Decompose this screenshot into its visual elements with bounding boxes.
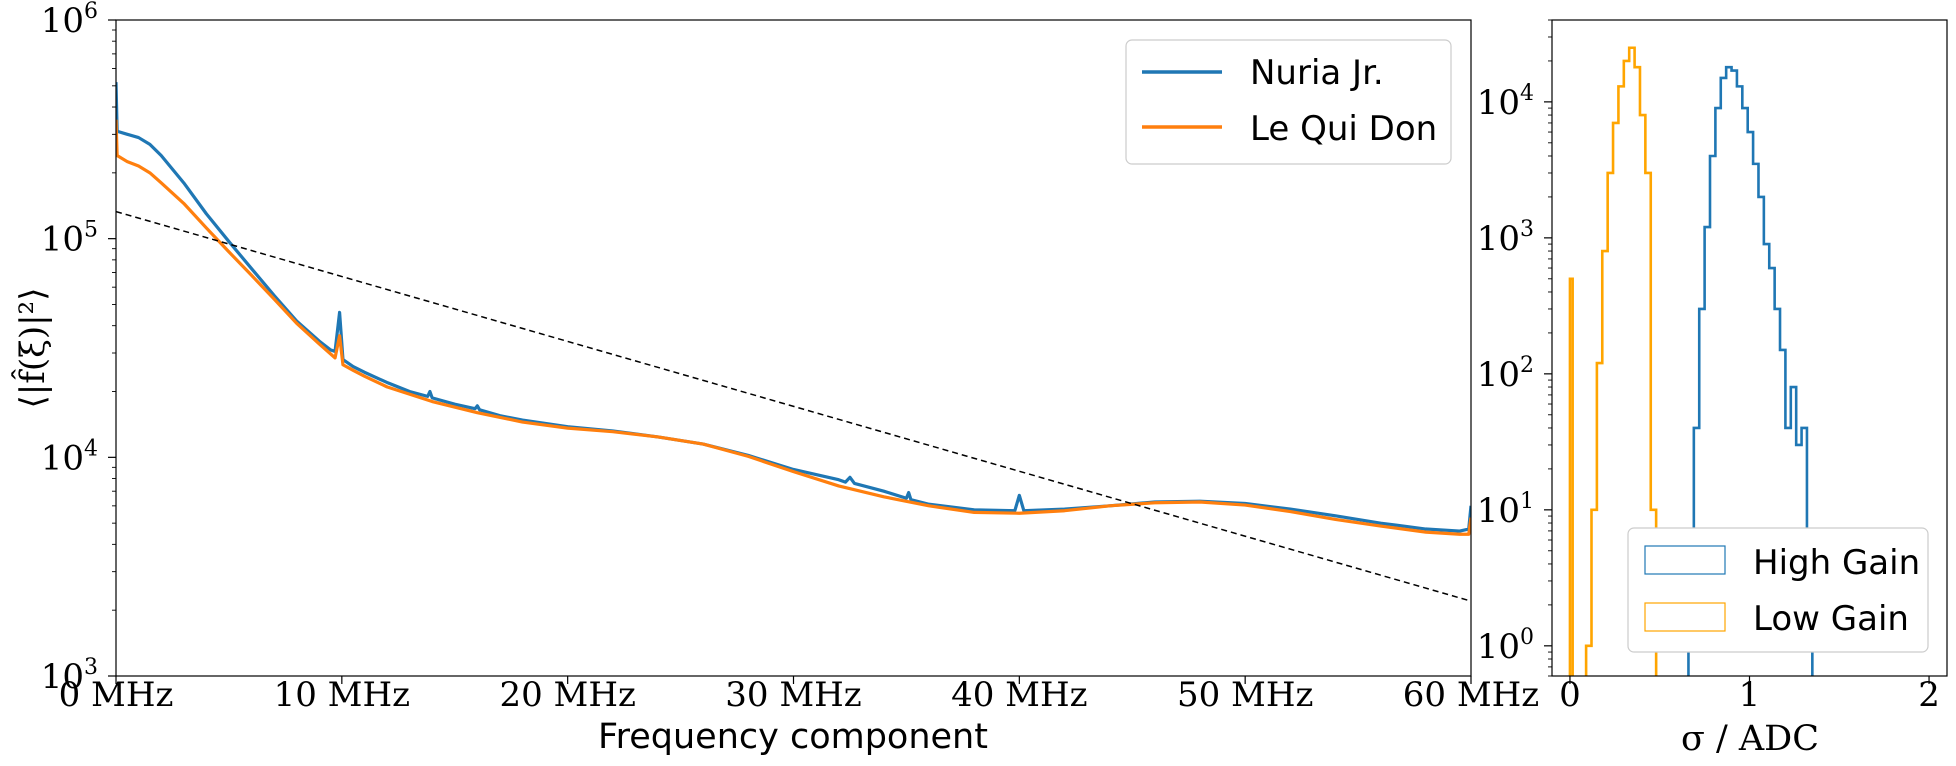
y-tick-label: 104 — [41, 436, 98, 478]
spectrum-x-axis-label: Frequency component — [598, 717, 988, 757]
spectrum-axes-frame — [115, 19, 1472, 677]
legend-label-nuria: Nuria Jr. — [1250, 53, 1384, 93]
noise-histogram: 100 101 102 103 104 0 1 2 σ / ADC High Gain Lo… — [1477, 19, 1948, 759]
histogram-y-ticks: 100 101 102 103 104 — [1477, 19, 1552, 677]
y-tick-label: 102 — [1477, 353, 1534, 395]
y-tick-label: 104 — [1477, 81, 1534, 123]
x-tick-label: 0 — [1559, 675, 1581, 715]
x-tick-label: 60 MHz — [1403, 675, 1539, 715]
y-tick-label: 101 — [1477, 489, 1534, 531]
legend-label-low-gain: Low Gain — [1753, 599, 1909, 639]
histogram-x-ticks: 0 1 2 — [1559, 675, 1940, 715]
histogram-legend: High Gain Low Gain — [1627, 527, 1929, 653]
histogram-series-group — [1568, 46, 1814, 676]
x-tick-label: 2 — [1918, 675, 1940, 715]
legend-label-high-gain: High Gain — [1753, 543, 1920, 583]
series-line-lequidon — [116, 119, 1471, 536]
x-tick-label: 40 MHz — [951, 675, 1087, 715]
y-tick-label: 105 — [41, 218, 98, 260]
histogram-x-axis-label: σ / ADC — [1681, 719, 1819, 759]
x-tick-label: 30 MHz — [725, 675, 861, 715]
spectrum-x-ticks: 0 MHz 10 MHz 20 MHz 30 MHz 40 MHz 50 MHz 60 MH… — [59, 675, 1540, 715]
x-tick-label: 10 MHz — [274, 675, 410, 715]
legend-label-lequidon: Le Qui Don — [1250, 109, 1437, 149]
histogram-low-gain — [1568, 46, 1658, 676]
x-tick-label: 1 — [1739, 675, 1761, 715]
histogram-high-gain — [1687, 65, 1814, 676]
reference-dashed-line — [116, 210, 1471, 602]
y-tick-label: 100 — [1477, 625, 1534, 667]
spectrum-series-group — [116, 82, 1471, 602]
legend-swatch-low-gain — [1644, 602, 1726, 632]
y-tick-label: 103 — [41, 655, 98, 697]
y-tick-label: 103 — [1477, 217, 1534, 259]
spectrum-y-axis-label: ⟨|f̂(ξ)|²⟩ — [11, 288, 53, 409]
x-tick-label: 0 MHz — [59, 675, 174, 715]
x-tick-label: 20 MHz — [499, 675, 635, 715]
spectrum-y-ticks: 103 104 105 106 — [41, 0, 116, 697]
legend-swatch-high-gain — [1644, 545, 1726, 575]
histogram-axes-frame — [1551, 19, 1948, 677]
spectrum-plot: 103 104 105 106 0 MHz 10 MHz 20 MHz 30 MHz 40 M… — [11, 0, 1540, 757]
x-tick-label: 50 MHz — [1177, 675, 1313, 715]
y-tick-label: 106 — [41, 0, 98, 41]
spectrum-legend: Nuria Jr. Le Qui Don — [1125, 39, 1452, 165]
